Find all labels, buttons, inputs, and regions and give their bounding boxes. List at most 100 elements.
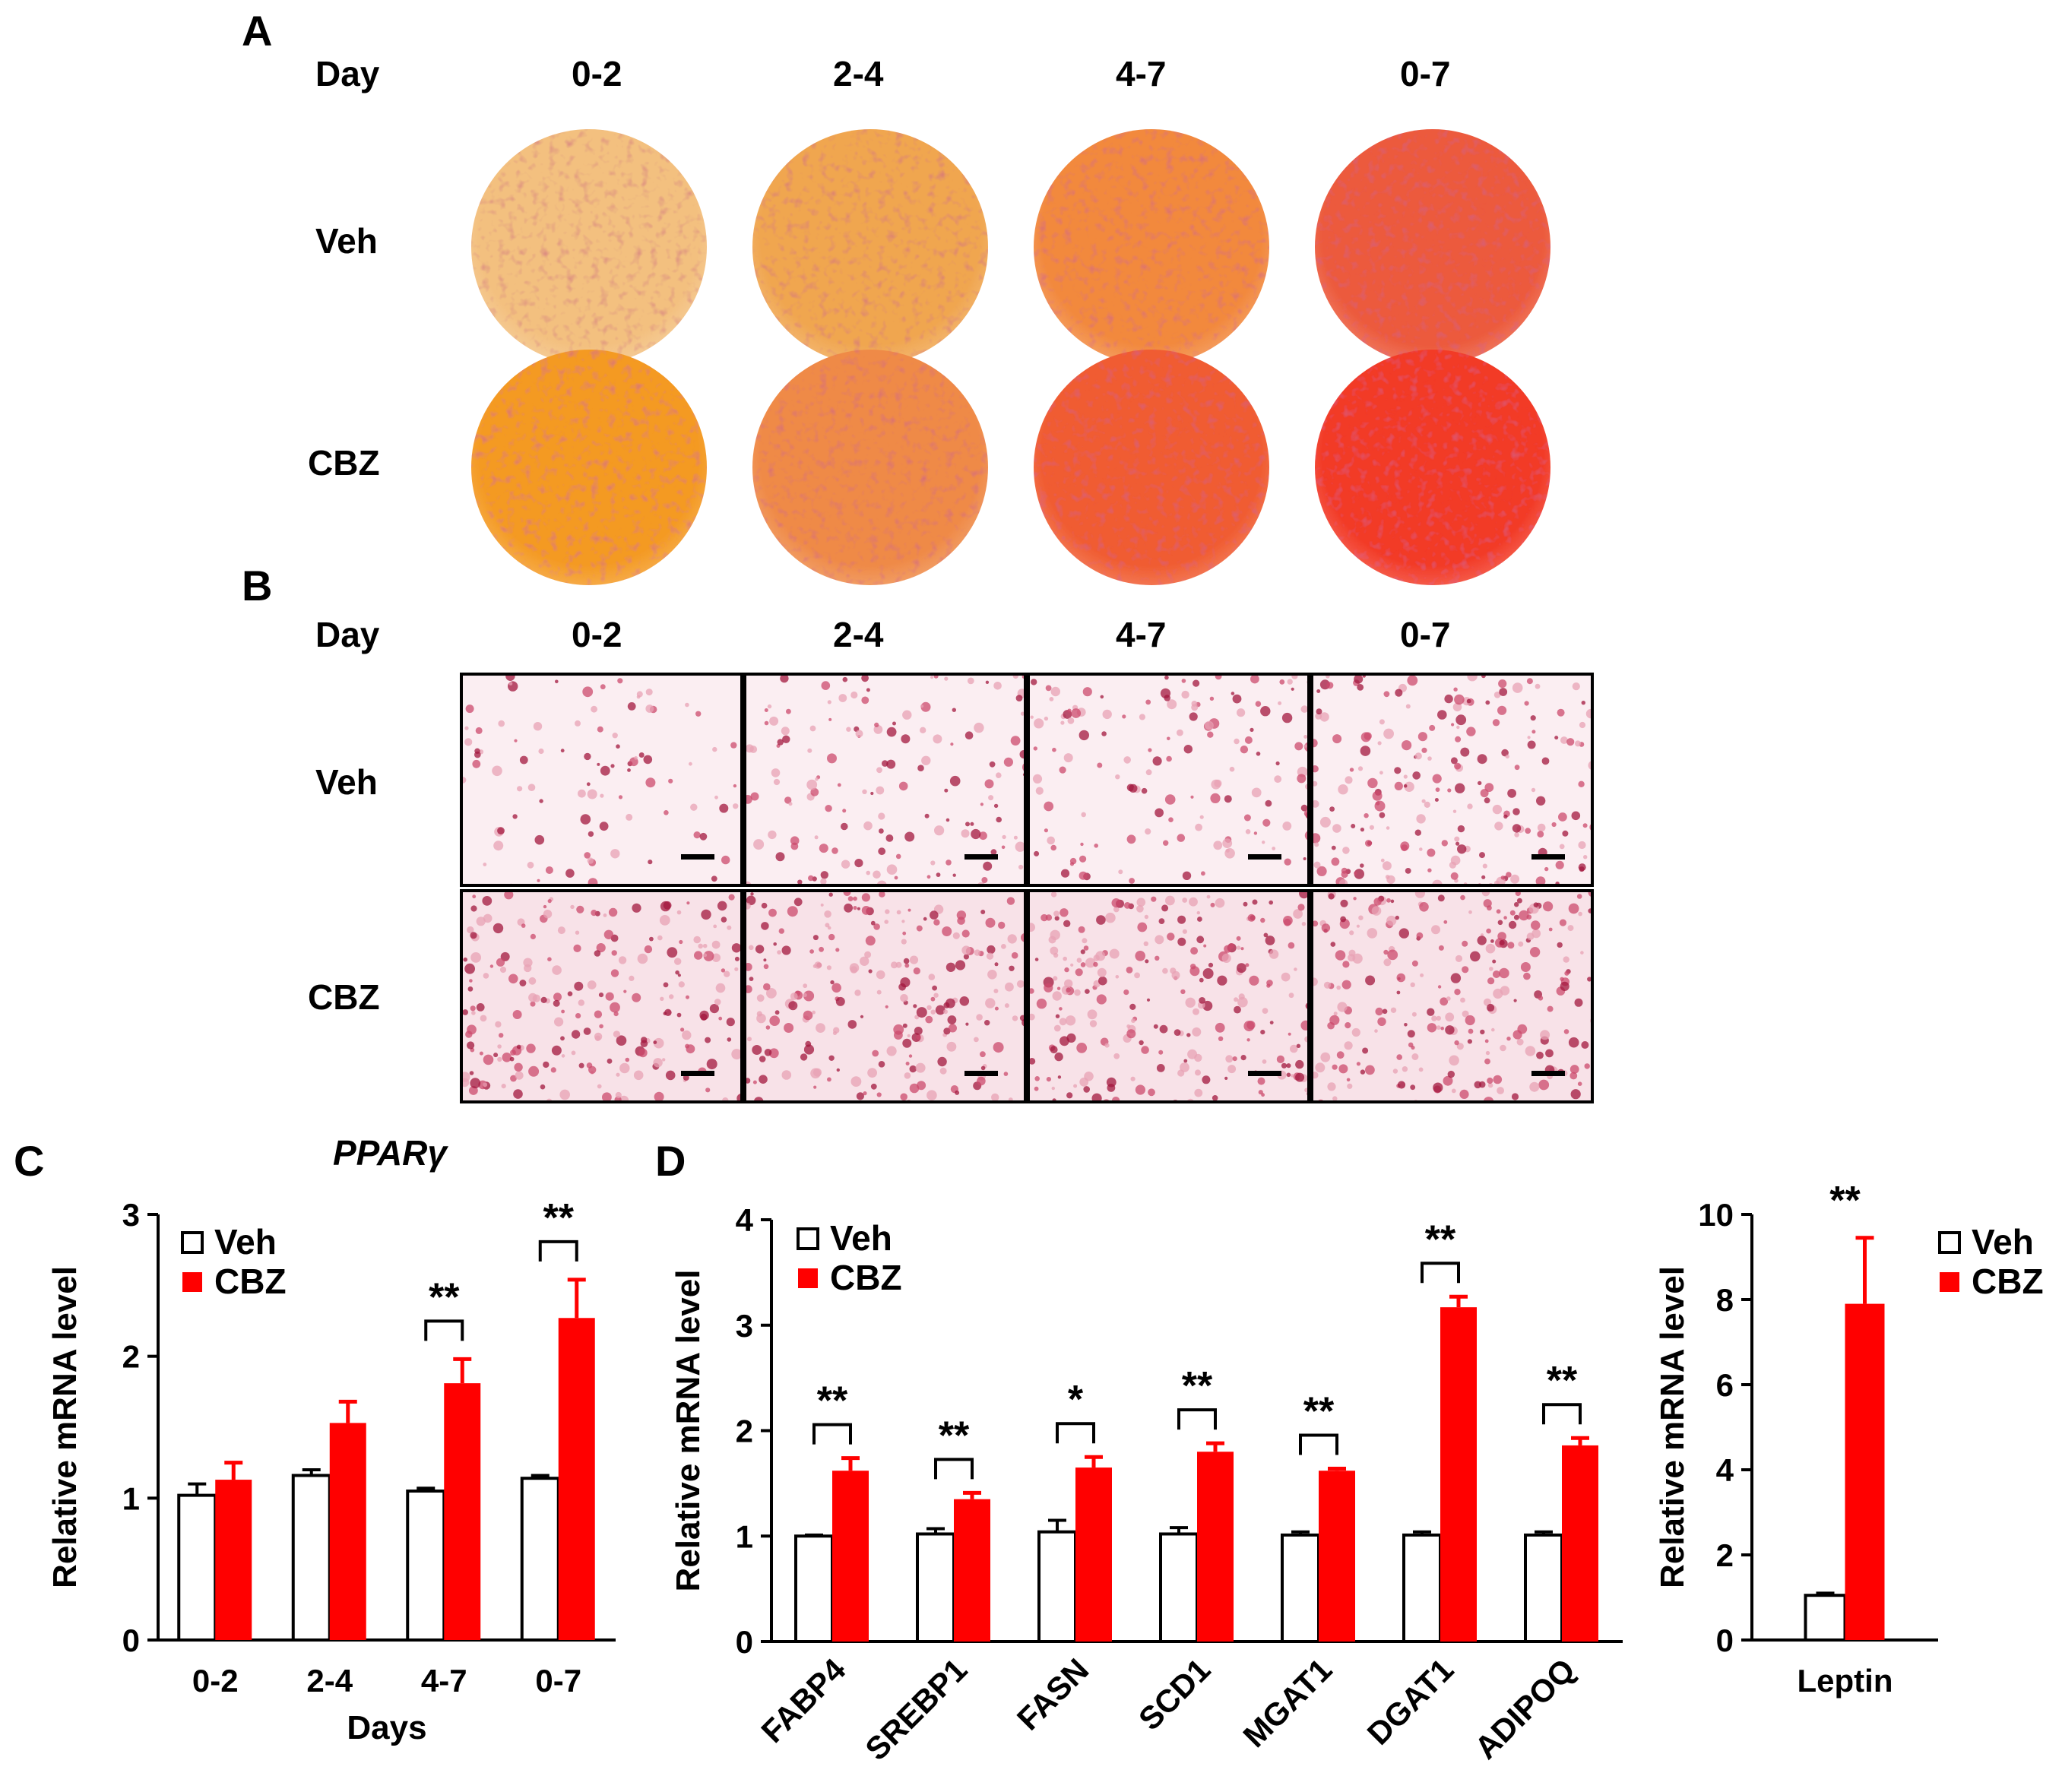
- y-tick-label: 0: [736, 1624, 753, 1660]
- bar-cbz-FASN: [1075, 1467, 1112, 1642]
- category-label-SREBP1: SREBP1: [858, 1651, 974, 1767]
- panel-c-label: C: [14, 1137, 45, 1185]
- bar-cbz-4-7: [444, 1383, 481, 1640]
- y-axis-label: Relative mRNA level: [670, 1270, 707, 1592]
- chart-d: 0 1 2 3 4 Relative mRNA level ** FABP4 ** SREBP1 *…: [670, 1202, 1623, 1767]
- scale-bar: [1248, 1071, 1281, 1076]
- bar-cbz-FABP4: [832, 1471, 869, 1642]
- legend-swatch-cbz: [798, 1268, 818, 1288]
- legend-swatch-veh: [1938, 1231, 1961, 1254]
- bar-veh-FASN: [1037, 1530, 1077, 1644]
- panel-a-col-2: 4-7: [1116, 54, 1167, 93]
- y-tick-label: 10: [1698, 1197, 1734, 1233]
- category-label-SCD1: SCD1: [1132, 1651, 1217, 1737]
- scale-bar: [964, 854, 998, 860]
- scale-bar: [964, 1071, 998, 1076]
- y-axis-label: Relative mRNA level: [1654, 1266, 1691, 1588]
- bar-veh-0-2: [177, 1493, 217, 1642]
- bracket-SREBP1: [934, 1458, 974, 1480]
- bar-veh-SREBP1: [916, 1532, 955, 1643]
- legend-swatch-veh: [797, 1227, 819, 1250]
- y-tick-label: 8: [1716, 1282, 1734, 1318]
- bracket-MGAT1: [1299, 1433, 1338, 1455]
- micrograph-cbz-1: [743, 889, 1027, 1103]
- panel-a-col-3: 0-7: [1400, 54, 1451, 93]
- legend-label-cbz: CBZ: [1972, 1262, 2044, 1301]
- legend-label-cbz: CBZ: [830, 1258, 902, 1297]
- category-label-2-4: 2-4: [306, 1663, 353, 1699]
- panel-a-row-cbz: CBZ: [308, 443, 380, 483]
- bar-veh-SCD1: [1159, 1532, 1199, 1643]
- micrograph-veh-2: [1027, 673, 1310, 887]
- well-veh-2: [1034, 129, 1269, 365]
- category-label-FASN: FASN: [1010, 1651, 1095, 1737]
- significance-FASN: *: [1068, 1378, 1084, 1422]
- panel-b-col-0: 0-2: [572, 615, 622, 654]
- well-cbz-2: [1034, 350, 1269, 585]
- micrograph-veh-0: [460, 673, 743, 887]
- panel-b-label: B: [242, 562, 273, 609]
- bar-veh-4-7: [406, 1490, 446, 1642]
- micrograph-cbz-2: [1027, 889, 1310, 1103]
- category-label-FABP4: FABP4: [754, 1651, 852, 1749]
- y-tick-label: 2: [736, 1414, 753, 1449]
- y-tick-label: 6: [1716, 1367, 1734, 1403]
- panel-b-col-3: 0-7: [1400, 615, 1451, 654]
- bar-veh-MGAT1: [1281, 1533, 1320, 1643]
- category-label-MGAT1: MGAT1: [1236, 1651, 1338, 1754]
- category-label-4-7: 4-7: [421, 1663, 467, 1699]
- bar-veh-Leptin: [1804, 1594, 1847, 1642]
- well-veh-0: [471, 129, 707, 365]
- category-label-DGAT1: DGAT1: [1360, 1651, 1461, 1752]
- micrograph-cbz-3: [1310, 889, 1594, 1103]
- panel-a-row-veh: Veh: [315, 221, 378, 261]
- bar-cbz-0-7: [558, 1318, 595, 1640]
- bracket-DGAT1: [1421, 1262, 1460, 1284]
- micrograph-veh-1: [743, 673, 1027, 887]
- well-veh-1: [752, 129, 988, 365]
- bar-cbz-2-4: [329, 1423, 366, 1640]
- chart-c: 0 1 2 3 Relative mRNA level 0-2 2-4 ** 4-7 ** 0-7 D…: [46, 1196, 616, 1746]
- significance-Leptin: **: [1829, 1179, 1861, 1223]
- panel-b-day-label: Day: [315, 615, 380, 654]
- significance-MGAT1: **: [1303, 1389, 1335, 1433]
- bar-cbz-DGAT1: [1440, 1307, 1477, 1642]
- scale-bar: [1531, 1071, 1565, 1076]
- y-tick-label: 4: [736, 1202, 754, 1238]
- category-label-0-2: 0-2: [192, 1663, 239, 1699]
- legend-label-veh: Veh: [214, 1222, 277, 1262]
- category-label-Leptin: Leptin: [1798, 1663, 1893, 1699]
- well-cbz-3: [1315, 350, 1550, 585]
- bar-veh-DGAT1: [1402, 1533, 1442, 1643]
- bracket-FASN: [1056, 1422, 1095, 1444]
- panel-a-col-0: 0-2: [572, 54, 622, 93]
- well-cbz-1: [752, 350, 988, 585]
- y-tick-label: 1: [122, 1480, 140, 1516]
- significance-DGAT1: **: [1425, 1217, 1456, 1262]
- bar-cbz-ADIPOQ: [1562, 1445, 1598, 1642]
- legend-label-veh: Veh: [1972, 1222, 2034, 1262]
- legend-swatch-veh: [181, 1231, 204, 1254]
- y-tick-label: 3: [122, 1197, 140, 1233]
- bar-veh-0-7: [520, 1477, 560, 1642]
- micrograph-veh-3: [1310, 673, 1594, 887]
- bracket-4-7: [424, 1319, 464, 1341]
- well-cbz-0: [471, 350, 707, 585]
- legend-swatch-cbz: [182, 1272, 202, 1292]
- bracket-ADIPOQ: [1542, 1403, 1582, 1425]
- legend-label-cbz: CBZ: [214, 1262, 287, 1301]
- scale-bar: [1248, 854, 1281, 860]
- y-tick-label: 4: [1716, 1452, 1734, 1488]
- significance-ADIPOQ: **: [1547, 1359, 1578, 1403]
- y-tick-label: 0: [1716, 1623, 1734, 1658]
- scale-bar: [681, 1071, 714, 1076]
- bar-cbz-SCD1: [1197, 1452, 1234, 1642]
- category-label-0-7: 0-7: [535, 1663, 581, 1699]
- scale-bar: [1531, 854, 1565, 860]
- panel-a-day-label: Day: [315, 54, 380, 93]
- x-axis-label: Days: [347, 1709, 426, 1746]
- panel-a-col-1: 2-4: [833, 54, 884, 93]
- bracket-FABP4: [812, 1423, 852, 1445]
- micrograph-cbz-0: [460, 889, 743, 1103]
